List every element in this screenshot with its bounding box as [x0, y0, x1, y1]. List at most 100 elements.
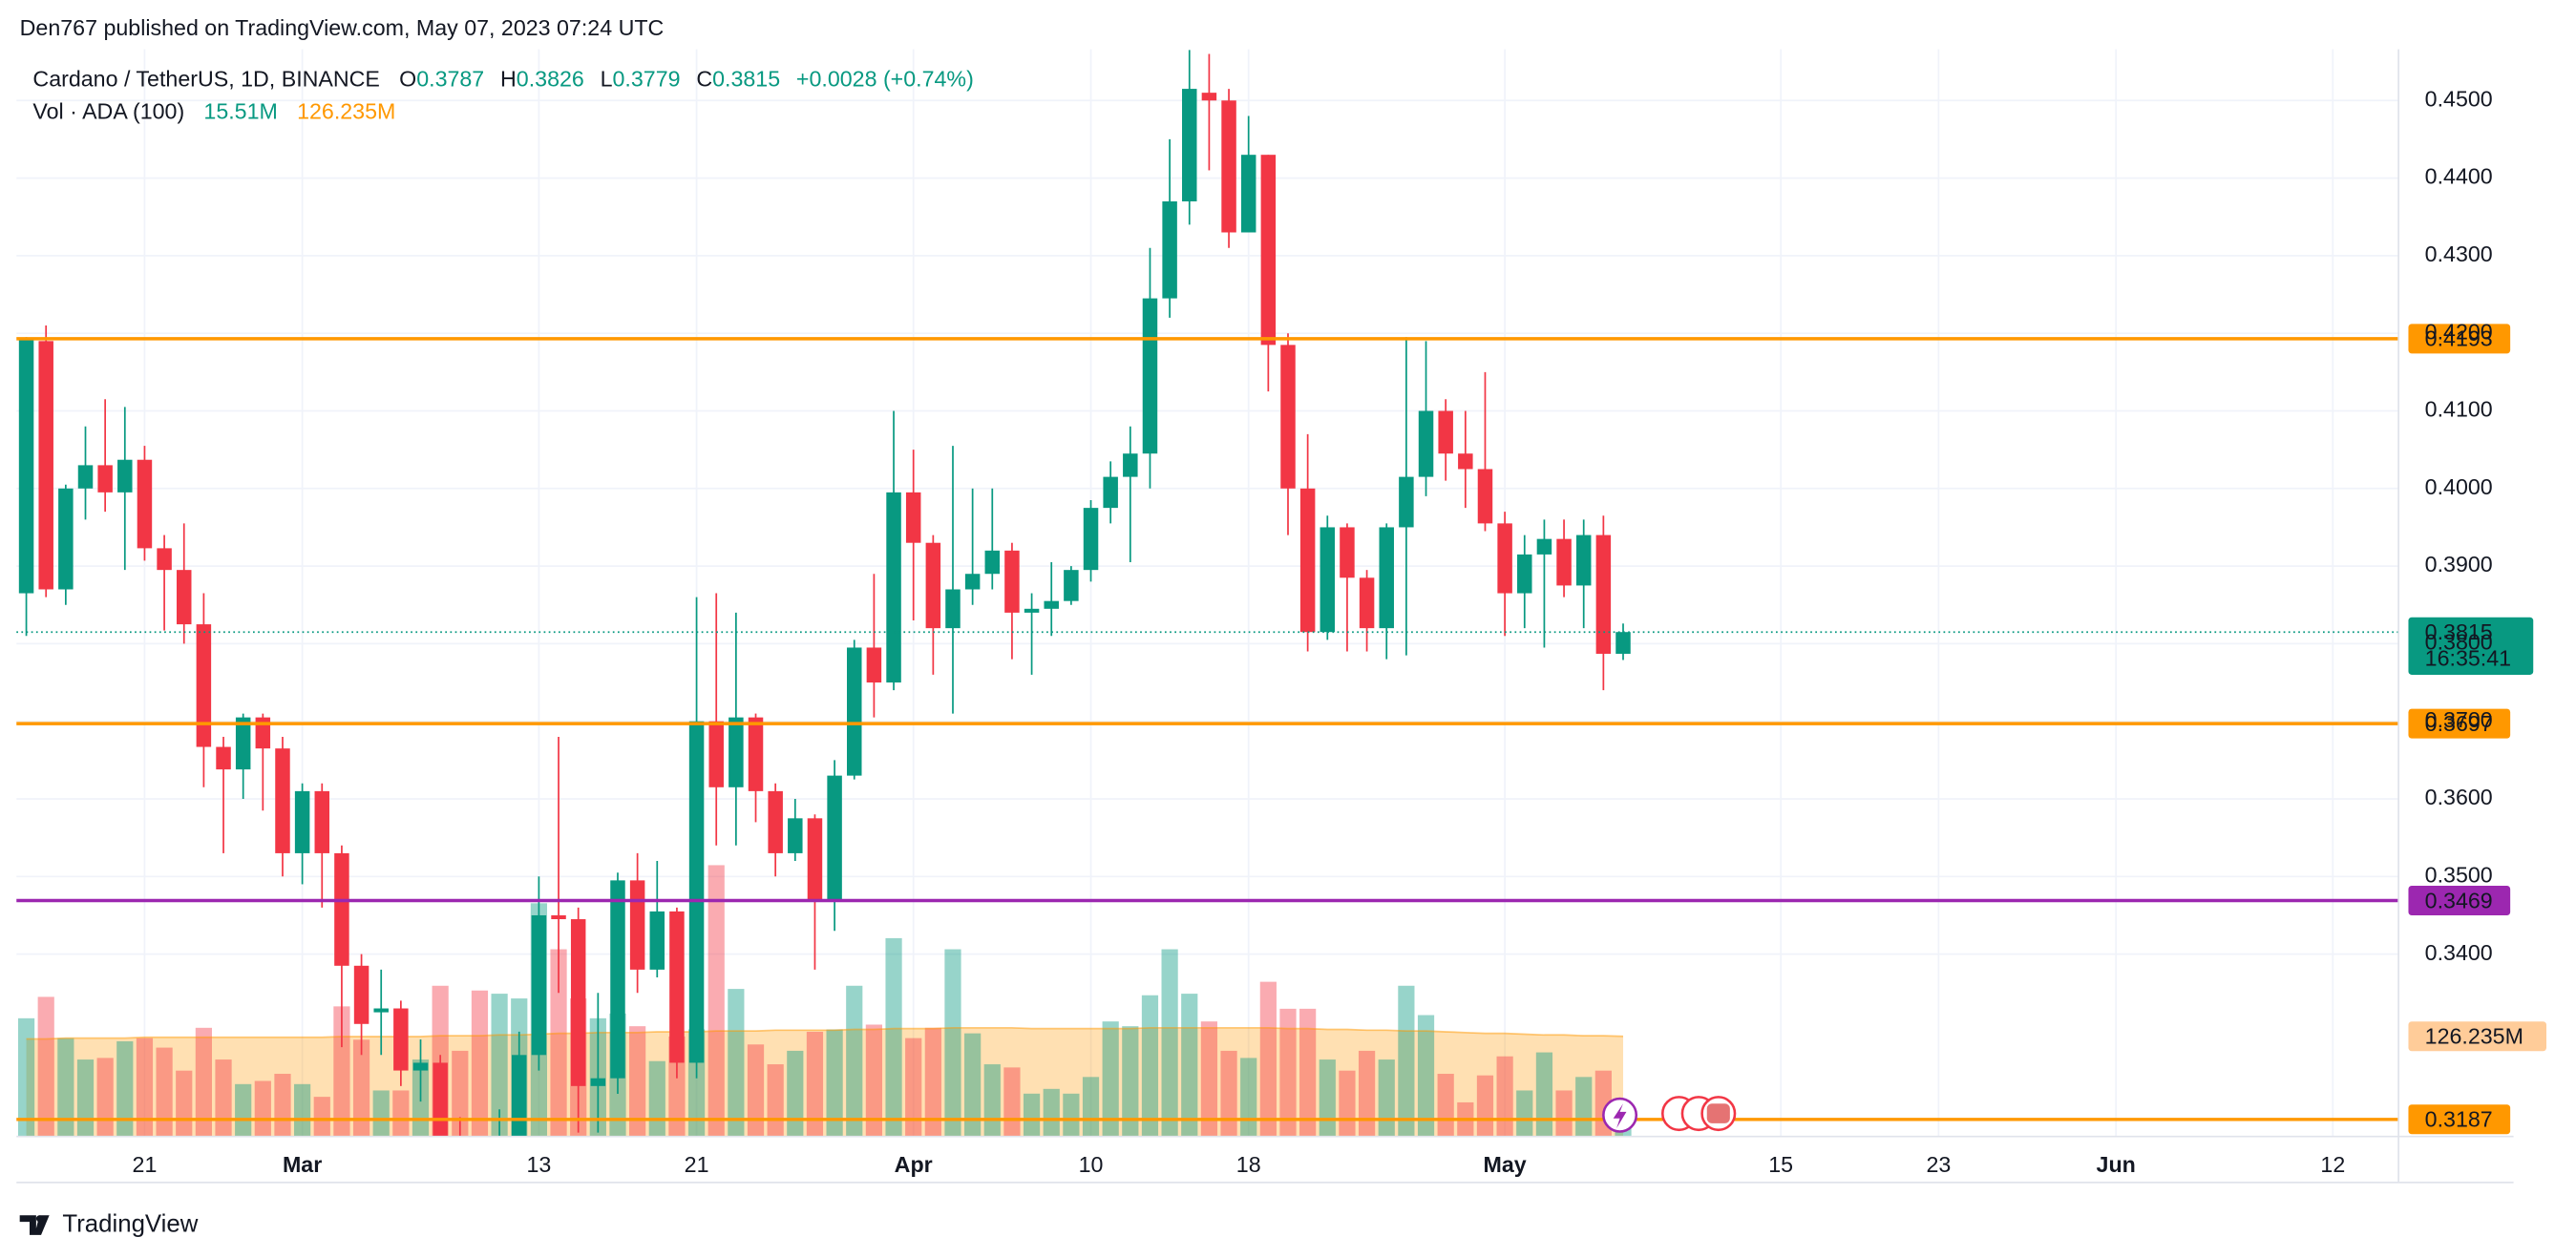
- candle-body: [1182, 89, 1197, 201]
- footer: TradingView: [19, 1210, 199, 1237]
- volume-bar: [116, 1040, 134, 1137]
- volume-bar: [1476, 1075, 1494, 1137]
- candle-body: [1142, 298, 1158, 454]
- volume-bar: [1003, 1067, 1021, 1137]
- volume-bar: [1299, 1008, 1317, 1137]
- last-price-label: 0.3815: [2425, 619, 2493, 644]
- candle-body: [1556, 538, 1572, 586]
- y-tick-label: 0.3400: [2425, 940, 2493, 965]
- candle-body: [1399, 476, 1414, 528]
- candle-body: [984, 550, 1001, 575]
- volume-title: Vol · ADA (100): [32, 99, 184, 124]
- candle-body: [886, 492, 901, 683]
- legend-o: O: [399, 66, 416, 91]
- x-tick-label: Apr: [895, 1152, 933, 1177]
- candle-body: [1320, 527, 1336, 633]
- volume-bar: [1496, 1056, 1513, 1137]
- volume-bar: [215, 1059, 232, 1137]
- y-tick-label: 0.3900: [2425, 552, 2493, 577]
- volume-bar: [1240, 1058, 1257, 1137]
- candle-body: [649, 911, 665, 970]
- volume-bar: [313, 1097, 330, 1137]
- volume-bar: [1417, 1015, 1435, 1137]
- flag-icon: [1706, 1103, 1730, 1123]
- candle-body: [314, 790, 330, 853]
- volume-bar: [1535, 1052, 1553, 1137]
- volume-bar: [1319, 1059, 1336, 1137]
- level-label-box: [2408, 324, 2511, 354]
- candle-body: [157, 548, 172, 571]
- candle-body: [905, 492, 921, 543]
- volume-bar: [1220, 1050, 1237, 1137]
- candle-body: [1103, 476, 1118, 509]
- volume-bar: [826, 1029, 843, 1137]
- legend-change: +0.0028 (+0.74%): [796, 66, 974, 91]
- volume-bar: [865, 1024, 883, 1137]
- level-label: 0.3469: [2425, 888, 2493, 912]
- candle-body: [1595, 535, 1612, 654]
- candle-body: [1379, 527, 1394, 629]
- y-tick-label: 0.4000: [2425, 474, 2493, 499]
- candle-body: [1024, 608, 1040, 613]
- candle-body: [1162, 200, 1177, 299]
- level-label: 0.3697: [2425, 711, 2493, 736]
- volume-bar: [235, 1083, 252, 1137]
- candle-body: [393, 1008, 409, 1071]
- volume-ma-line: [26, 1026, 1624, 1040]
- volume-bar: [352, 1039, 370, 1137]
- legend-c: C: [696, 66, 712, 91]
- event-icon: [1613, 1103, 1627, 1129]
- candle-body: [1260, 155, 1277, 346]
- volume-bar: [452, 1050, 469, 1137]
- candle-body: [38, 341, 53, 590]
- volume-bar: [1023, 1093, 1041, 1137]
- level-label: 0.3187: [2425, 1107, 2493, 1132]
- volume-bar: [195, 1027, 212, 1137]
- levels: 0.4193 0.3697 0.3469 0.3187 126.235M 0.381516…: [16, 324, 2546, 1135]
- candle-body: [847, 647, 862, 776]
- candle-body: [688, 721, 705, 1063]
- volume-value: 15.51M: [203, 99, 277, 124]
- volume-bar: [333, 1006, 350, 1137]
- candle-body: [925, 542, 941, 629]
- candle-body: [590, 1078, 606, 1086]
- y-tick-label: 0.3800: [2425, 630, 2493, 655]
- volume-bar: [1279, 1008, 1297, 1137]
- logo: [35, 1215, 43, 1223]
- candle-body: [610, 880, 625, 1079]
- candle-body: [570, 919, 586, 1086]
- candle-body: [1064, 570, 1079, 601]
- candle-body: [1240, 155, 1256, 233]
- legend-high: 0.3826: [517, 66, 584, 91]
- grid: [16, 49, 2399, 1137]
- volume-bar: [983, 1064, 1001, 1137]
- candle-body: [1458, 453, 1473, 470]
- candle-body: [1477, 469, 1493, 524]
- volume-bar: [274, 1074, 291, 1137]
- candle-body: [866, 647, 882, 683]
- candle-body: [97, 465, 113, 493]
- candle-body: [1083, 508, 1099, 571]
- volume-bar: [787, 1050, 804, 1137]
- y-tick-label: 0.4300: [2425, 241, 2493, 266]
- candle-body: [1123, 453, 1138, 477]
- volume-bar: [1555, 1090, 1573, 1137]
- level-label-box: [2408, 708, 2511, 739]
- volume-bar: [629, 1026, 646, 1137]
- candle-body: [1359, 577, 1375, 629]
- candle-body: [137, 459, 153, 549]
- candle-body: [58, 488, 74, 590]
- volume-bar: [156, 1047, 173, 1137]
- volume-bar: [1259, 981, 1277, 1137]
- candle-body: [216, 746, 231, 770]
- legend-h: H: [500, 66, 517, 91]
- candle-body: [748, 717, 764, 791]
- x-tick-label: Mar: [283, 1152, 322, 1177]
- y-tick-label: 0.3700: [2425, 707, 2493, 732]
- candle-body: [1497, 523, 1512, 594]
- candle-body: [827, 775, 842, 900]
- candle-body: [708, 721, 724, 787]
- x-tick-label: May: [1484, 1152, 1527, 1177]
- volume-bar: [1575, 1077, 1593, 1137]
